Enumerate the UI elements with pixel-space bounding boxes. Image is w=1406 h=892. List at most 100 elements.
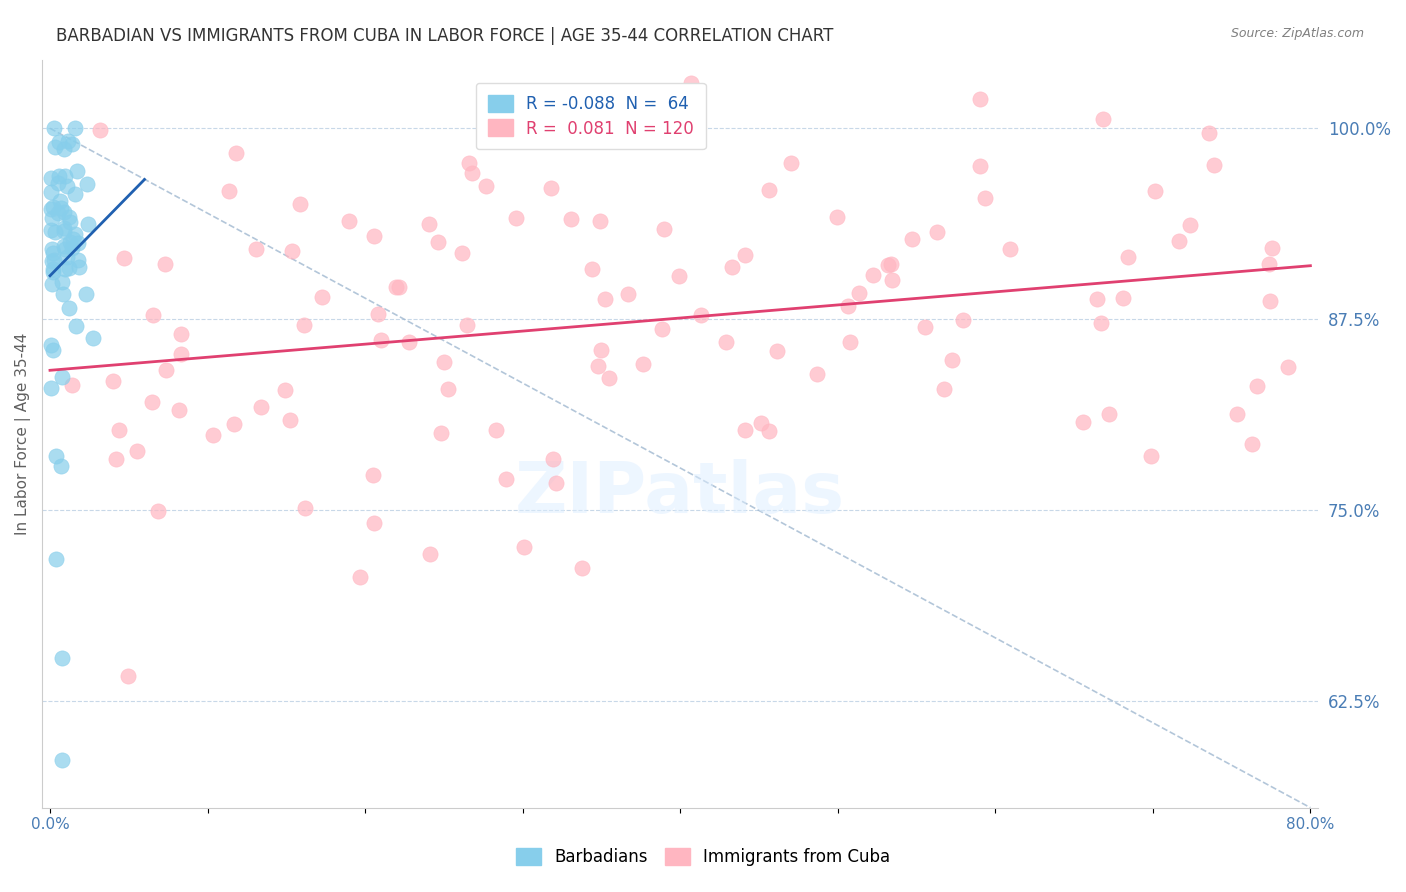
Point	[1000, 242, 1022, 256]
Point	[633, 357, 655, 371]
Point	[141, 395, 163, 409]
Text: Source: ZipAtlas.com: Source: ZipAtlas.com	[1230, 27, 1364, 40]
Point	[1260, 293, 1282, 308]
Point	[49, 194, 72, 208]
Point	[827, 210, 849, 224]
Point	[540, 181, 562, 195]
Point	[363, 516, 385, 530]
Point	[571, 561, 593, 575]
Point	[560, 211, 582, 226]
Point	[1140, 449, 1163, 463]
Text: ZIPatlas: ZIPatlas	[515, 459, 845, 528]
Point	[51, 754, 73, 768]
Point	[75, 287, 97, 301]
Point	[1261, 242, 1284, 256]
Point	[60, 378, 83, 392]
Point	[581, 262, 603, 277]
Point	[202, 427, 225, 442]
Point	[1257, 257, 1279, 271]
Point	[679, 75, 702, 89]
Point	[51, 650, 73, 665]
Point	[222, 417, 245, 431]
Point	[714, 335, 737, 350]
Point	[290, 196, 312, 211]
Point	[53, 224, 76, 238]
Point	[56, 179, 79, 194]
Point	[588, 359, 610, 373]
Point	[42, 261, 65, 276]
Legend: Barbadians, Immigrants from Cuba: Barbadians, Immigrants from Cuba	[508, 840, 898, 875]
Point	[167, 402, 190, 417]
Point	[1092, 112, 1115, 126]
Point	[281, 244, 304, 259]
Point	[117, 669, 139, 683]
Point	[170, 347, 193, 361]
Point	[388, 280, 411, 294]
Point	[42, 343, 65, 358]
Point	[45, 551, 67, 566]
Point	[53, 142, 76, 156]
Point	[1144, 184, 1167, 198]
Point	[451, 246, 474, 260]
Point	[591, 343, 613, 358]
Point	[456, 318, 478, 332]
Point	[58, 210, 80, 224]
Point	[616, 287, 638, 301]
Point	[668, 269, 690, 284]
Point	[76, 217, 98, 231]
Point	[82, 331, 104, 345]
Point	[63, 227, 86, 241]
Point	[952, 313, 974, 327]
Text: BARBADIAN VS IMMIGRANTS FROM CUBA IN LABOR FORCE | AGE 35-44 CORRELATION CHART: BARBADIAN VS IMMIGRANTS FROM CUBA IN LAB…	[56, 27, 834, 45]
Point	[721, 260, 744, 274]
Point	[142, 308, 165, 322]
Point	[44, 140, 66, 154]
Point	[56, 250, 79, 264]
Point	[53, 242, 76, 256]
Point	[652, 222, 675, 236]
Point	[51, 370, 73, 384]
Point	[1277, 359, 1299, 374]
Point	[42, 252, 65, 267]
Point	[42, 265, 65, 279]
Point	[41, 242, 63, 256]
Point	[1198, 126, 1220, 140]
Point	[969, 159, 991, 173]
Point	[1090, 316, 1112, 330]
Point	[1226, 407, 1249, 421]
Point	[59, 235, 82, 249]
Point	[108, 423, 131, 437]
Point	[1240, 436, 1263, 450]
Point	[41, 277, 63, 291]
Point	[941, 352, 963, 367]
Point	[880, 273, 903, 287]
Point	[848, 286, 870, 301]
Point	[1246, 378, 1268, 392]
Point	[58, 301, 80, 316]
Point	[49, 201, 72, 215]
Point	[41, 254, 63, 268]
Point	[311, 289, 333, 303]
Point	[153, 257, 176, 271]
Point	[65, 186, 87, 201]
Point	[806, 367, 828, 381]
Point	[734, 248, 756, 262]
Point	[48, 169, 70, 183]
Point	[39, 186, 62, 200]
Point	[148, 504, 170, 518]
Point	[58, 261, 80, 276]
Point	[758, 424, 780, 438]
Point	[901, 232, 924, 246]
Point	[155, 363, 177, 377]
Point	[363, 229, 385, 244]
Point	[398, 335, 420, 350]
Legend: R = -0.088  N =  64, R =  0.081  N = 120: R = -0.088 N = 64, R = 0.081 N = 120	[477, 83, 706, 149]
Point	[914, 320, 936, 334]
Point	[66, 235, 89, 250]
Point	[370, 333, 392, 347]
Point	[65, 121, 87, 136]
Point	[41, 211, 63, 225]
Point	[1071, 415, 1094, 429]
Point	[1098, 407, 1121, 421]
Point	[103, 374, 125, 388]
